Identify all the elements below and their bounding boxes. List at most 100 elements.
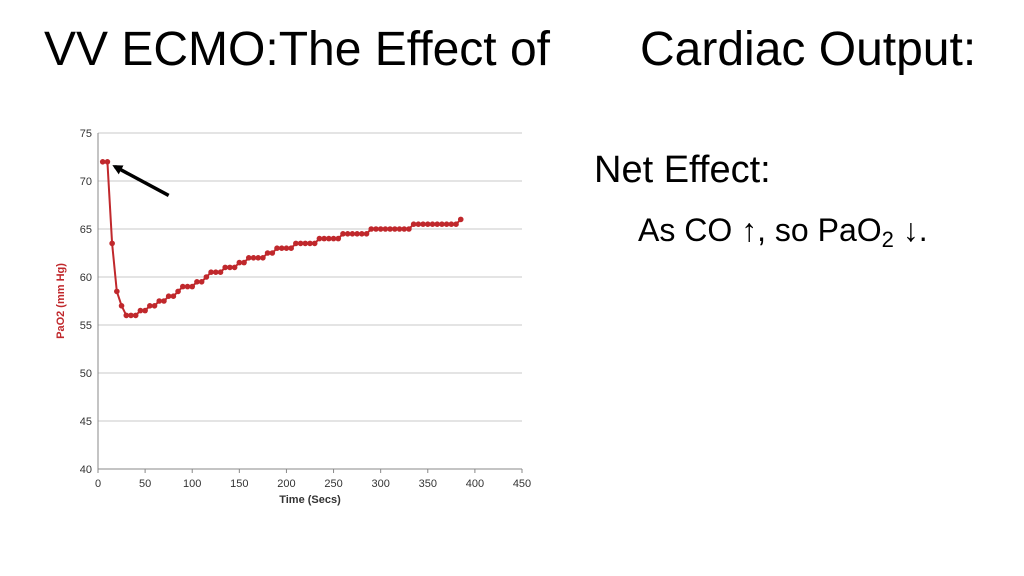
x-tick-label: 300 (371, 478, 389, 490)
data-point (368, 226, 375, 232)
y-tick-label: 75 (80, 128, 92, 140)
data-point (231, 264, 238, 271)
data-point (109, 240, 115, 247)
data-point (354, 231, 360, 237)
x-tick-label: 100 (183, 478, 201, 490)
arrow-down-icon: ↓ (893, 212, 919, 248)
data-point (359, 231, 365, 237)
data-point (307, 240, 313, 247)
data-point (260, 255, 266, 261)
data-point (104, 159, 111, 165)
data-point (297, 240, 304, 247)
data-point (227, 264, 233, 271)
data-point (311, 240, 318, 247)
data-point (448, 221, 455, 227)
data-point (123, 312, 130, 319)
data-point (245, 255, 252, 261)
data-point (349, 231, 356, 237)
data-point (382, 226, 389, 232)
x-tick-label: 350 (419, 478, 437, 490)
annotation-arrow (112, 165, 170, 197)
net-effect-heading: Net Effect: (594, 149, 771, 191)
data-point (429, 221, 436, 227)
data-point (151, 303, 158, 309)
data-point (264, 250, 271, 256)
data-point (283, 245, 290, 251)
data-point (165, 293, 172, 299)
data-point (180, 283, 186, 290)
x-tick-label: 200 (277, 478, 295, 490)
statement-middle: , so PaO (757, 212, 882, 248)
data-point (377, 226, 384, 232)
data-point (278, 245, 285, 251)
chart-svg: 40 45 50 55 60 65 70 75 0 50 100 150 200 250 300 350 400… (55, 128, 531, 506)
pao2-chart: 40 45 50 55 60 65 70 75 0 50 100 150 200 250 300 350 400… (40, 118, 540, 518)
data-point (114, 288, 120, 295)
data-point (236, 259, 243, 266)
x-tick-label: 250 (324, 478, 342, 490)
arrow-up-icon: ↑ (741, 212, 758, 248)
y-tick-label: 60 (80, 272, 92, 284)
data-point (142, 307, 148, 314)
x-tick-label: 50 (139, 478, 151, 490)
data-point (189, 283, 196, 290)
data-point (330, 235, 337, 242)
data-point (373, 226, 379, 232)
data-point (410, 221, 417, 227)
data-point (274, 245, 280, 251)
y-tick-label: 40 (80, 464, 92, 476)
data-point (175, 288, 181, 295)
data-point (396, 226, 403, 232)
data-point (453, 221, 459, 227)
data-point (293, 240, 299, 247)
y-tick-label: 45 (80, 416, 92, 428)
data-point (255, 255, 261, 261)
data-point (363, 231, 370, 237)
data-point (208, 269, 214, 275)
data-point (340, 231, 346, 237)
slide-title: VV ECMO:The Effect of Cardiac Output: (0, 14, 1024, 94)
y-tick-label: 55 (80, 320, 92, 332)
title-left: VV ECMO:The Effect of (44, 23, 550, 76)
x-tick-label: 0 (95, 478, 101, 490)
x-tick-label: 400 (466, 478, 484, 490)
data-point (222, 264, 228, 271)
data-point (170, 293, 177, 299)
statement-prefix: As CO (638, 212, 742, 248)
data-point (387, 226, 393, 232)
data-point (302, 240, 309, 247)
data-point (156, 298, 163, 304)
data-point (424, 221, 431, 227)
data-point (241, 259, 247, 266)
data-point (420, 221, 426, 227)
data-point (439, 221, 445, 227)
data-point (406, 226, 412, 232)
data-point (335, 235, 342, 242)
y-tick-label: 70 (80, 176, 92, 188)
data-point (184, 283, 191, 290)
data-point (316, 235, 323, 242)
data-point (147, 303, 153, 309)
title-right: Cardiac Output: (640, 23, 977, 76)
statement-suffix: . (918, 212, 928, 248)
y-tick-label: 65 (80, 224, 92, 236)
x-tick-label: 150 (230, 478, 248, 490)
data-point (401, 226, 408, 232)
data-point (415, 221, 422, 227)
data-point (194, 279, 200, 285)
data-point (212, 269, 219, 275)
data-point (326, 235, 332, 242)
data-point (443, 221, 450, 227)
data-point (217, 269, 224, 275)
x-tick-label: 450 (513, 478, 531, 490)
data-point (118, 303, 125, 309)
data-point (132, 312, 139, 319)
data-point (137, 307, 144, 314)
data-point (99, 159, 106, 165)
data-point (269, 250, 276, 256)
data-point (203, 274, 210, 280)
data-point (392, 226, 398, 232)
data-point (250, 255, 257, 261)
data-point (161, 298, 167, 304)
y-axis-title: PaO2 (mm Hg) (55, 263, 67, 339)
